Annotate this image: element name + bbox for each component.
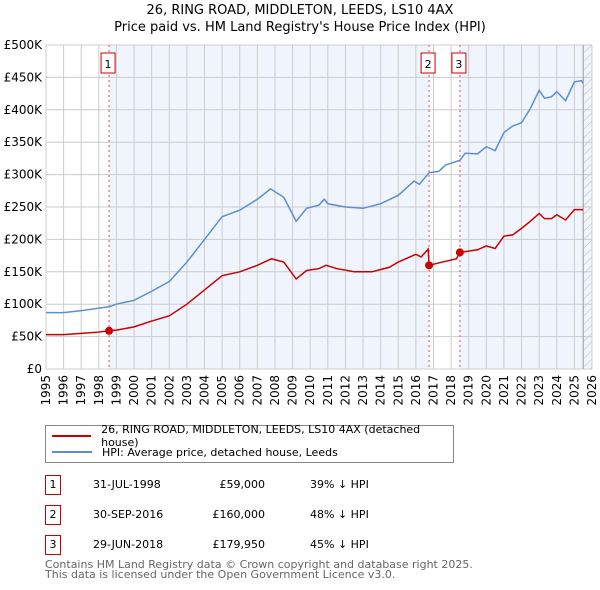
x-tick-label: 2007 (250, 375, 264, 406)
sale-label: 2 (425, 58, 432, 71)
chart-subtitle: Price paid vs. HM Land Registry's House … (114, 20, 486, 35)
sale-marker: 3 (45, 535, 61, 555)
x-tick-label: 2021 (497, 375, 511, 406)
x-tick-label: 1995 (39, 375, 53, 406)
y-tick-label: £150K (4, 265, 44, 279)
x-tick-label: 2002 (162, 375, 176, 406)
y-tick-label: £250K (4, 200, 44, 214)
y-tick-label: £50K (11, 330, 43, 344)
sale-point (105, 326, 114, 335)
chart-title: 26, RING ROAD, MIDDLETON, LEEDS, LS10 4A… (146, 3, 454, 18)
sale-point (455, 248, 464, 257)
x-tick-label: 1997 (74, 375, 88, 406)
sale-point (425, 261, 434, 270)
sale-label-box (100, 52, 116, 74)
y-tick-label: £100K (4, 297, 44, 311)
sale-date: 29-JUN-2018 (93, 538, 164, 551)
x-tick-label: 2009 (286, 375, 300, 406)
x-tick-label: 2018 (444, 375, 458, 406)
x-tick-label: 2020 (479, 375, 493, 406)
sale-price: £59,000 (219, 478, 266, 491)
sale-date: 30-SEP-2016 (93, 508, 164, 521)
x-tick-label: 2011 (321, 375, 335, 406)
y-tick-label: £400K (4, 103, 44, 117)
sale-marker: 1 (45, 475, 61, 495)
footer: Contains HM Land Registry data © Crown c… (45, 558, 473, 581)
footer-line: This data is licensed under the Open Gov… (45, 568, 396, 581)
sale-row: 2 30-SEP-2016 £160,000 48% ↓ HPI (45, 505, 465, 527)
x-tick-label: 2010 (303, 375, 317, 406)
x-tick-label: 1998 (92, 375, 106, 406)
sale-date: 31-JUL-1998 (93, 478, 161, 491)
y-tick-label: £200K (4, 232, 44, 246)
x-tick-label: 2001 (145, 375, 159, 406)
sale-hpi-diff: 39% ↓ HPI (310, 478, 369, 491)
x-tick-label: 2017 (426, 375, 440, 406)
sale-hpi-diff: 45% ↓ HPI (310, 538, 369, 551)
x-tick-label: 2008 (268, 375, 282, 406)
footer-line: Contains HM Land Registry data © Crown c… (45, 558, 473, 571)
x-tick-label: 2022 (515, 375, 529, 406)
sale-label: 1 (105, 58, 112, 71)
y-tick-label: £300K (4, 168, 44, 182)
legend-item-property: 26, RING ROAD, MIDDLETON, LEEDS, LS10 4A… (46, 423, 453, 449)
legend-swatch (52, 435, 92, 437)
sale-price: £179,950 (212, 538, 266, 551)
x-tick-label: 1999 (109, 375, 123, 406)
sale-price: £160,000 (212, 508, 266, 521)
x-tick-label: 2016 (409, 375, 423, 406)
x-tick-label: 2026 (585, 375, 599, 406)
x-tick-label: 1996 (57, 375, 71, 406)
x-tick-label: 2006 (233, 375, 247, 406)
x-tick-label: 2013 (356, 375, 370, 406)
series-line (46, 79, 584, 314)
sale-marker: 2 (45, 505, 61, 525)
sale-row: 1 31-JUL-1998 £59,000 39% ↓ HPI (45, 475, 465, 497)
series-line (46, 208, 584, 336)
sale-label-box (451, 52, 467, 74)
legend-label: HPI: Average price, detached house, Leed… (102, 445, 338, 459)
legend-swatch (52, 451, 92, 453)
legend-item-hpi: HPI: Average price, detached house, Leed… (46, 444, 338, 460)
plot-area: 1995 1996 1997 1998 1999 2000 2001 2002 2003 2004… (4, 38, 599, 406)
x-tick-label: 2004 (198, 375, 212, 406)
x-tick-label: 2019 (462, 375, 476, 406)
sale-hpi-diff: 48% ↓ HPI (310, 508, 369, 521)
x-tick-label: 2000 (127, 375, 141, 406)
y-tick-label: £0 (27, 362, 42, 376)
y-tick-label: £500K (4, 38, 44, 52)
x-tick-label: 2005 (215, 375, 229, 406)
legend-label: 26, RING ROAD, MIDDLETON, LEEDS, LS10 4A… (101, 423, 421, 449)
x-tick-label: 2012 (338, 375, 352, 406)
sale-row: 3 29-JUN-2018 £179,950 45% ↓ HPI (45, 535, 465, 557)
y-tick-label: £450K (4, 70, 44, 84)
legend: 26, RING ROAD, MIDDLETON, LEEDS, LS10 4A… (45, 423, 454, 463)
x-tick-label: 2024 (550, 375, 564, 406)
x-tick-label: 2023 (532, 375, 546, 406)
x-tick-label: 2015 (391, 375, 405, 406)
x-tick-label: 2014 (374, 375, 388, 406)
x-tick-label: 2025 (567, 375, 581, 406)
sale-label-box (420, 52, 436, 74)
sale-label: 3 (455, 58, 462, 71)
x-tick-label: 2003 (180, 375, 194, 406)
y-tick-label: £350K (4, 135, 44, 149)
